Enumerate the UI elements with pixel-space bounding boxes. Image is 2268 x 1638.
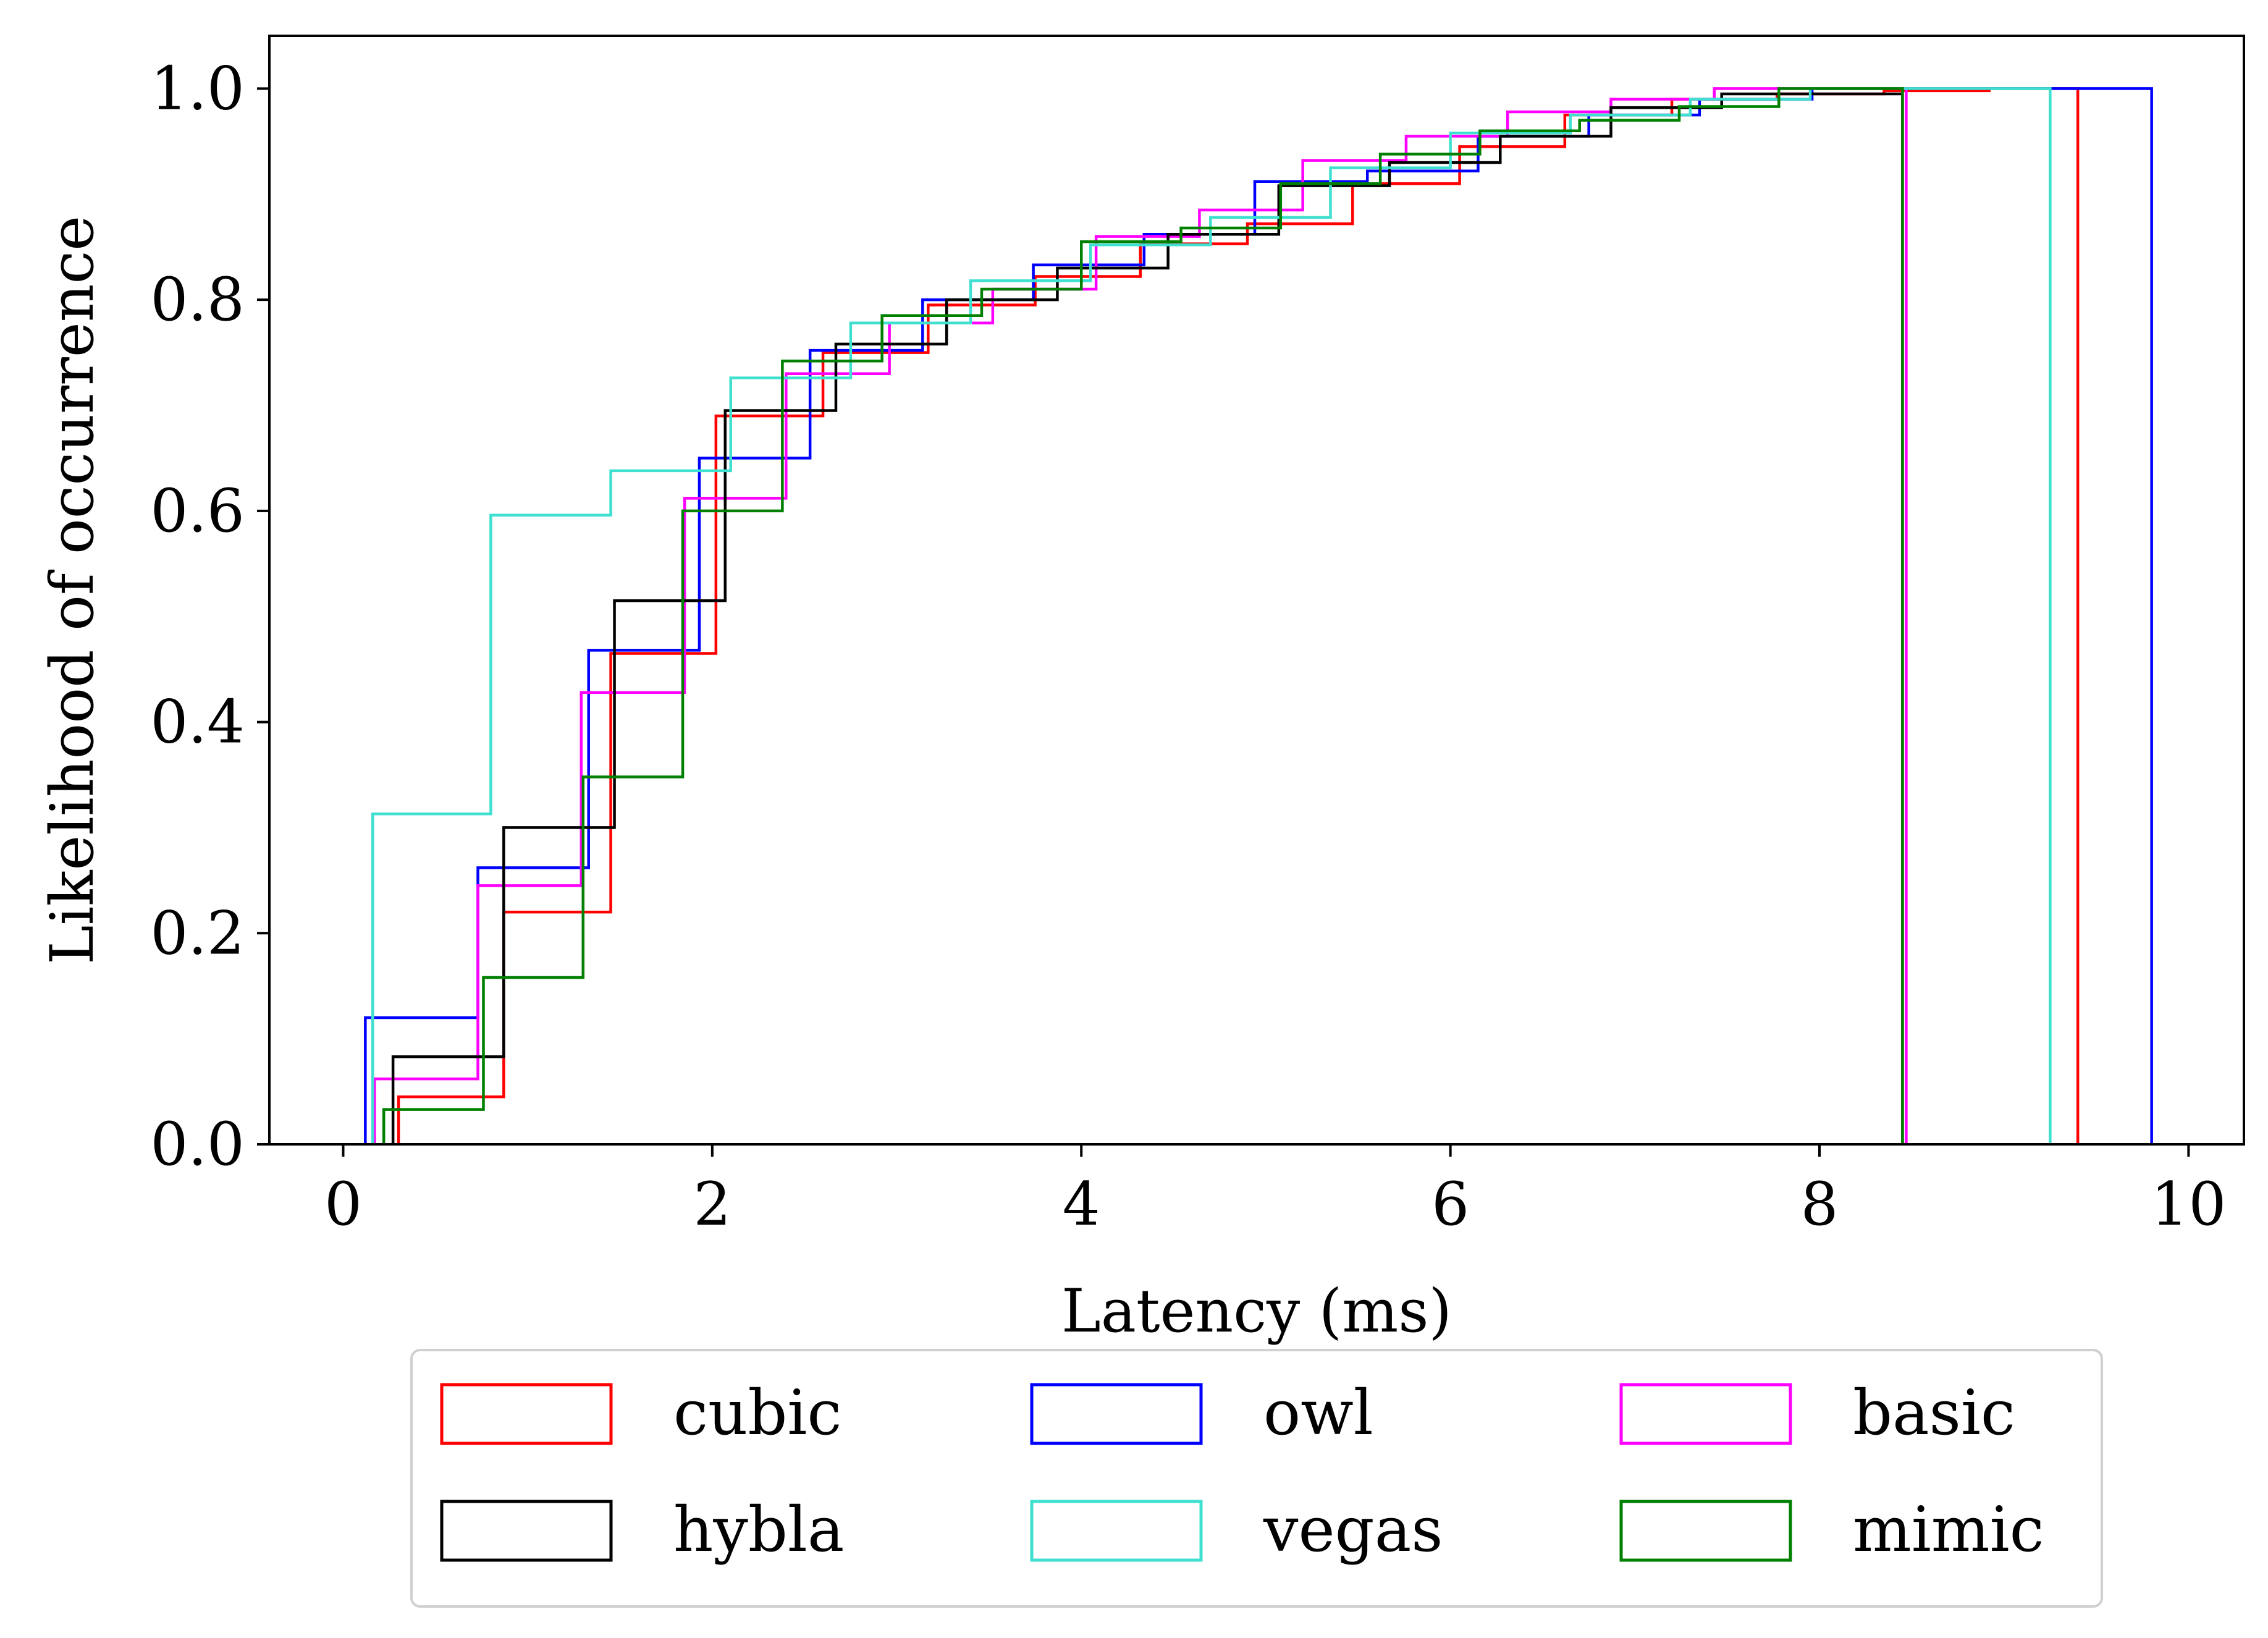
x-tick-label: 4 — [1063, 1170, 1100, 1239]
legend-swatch-hybla — [440, 1500, 613, 1562]
x-tick-label: 2 — [693, 1170, 731, 1239]
series-mimic-step-line — [382, 87, 1904, 1144]
legend-items: cubic owl basic hybla vegas mimic — [440, 1377, 2044, 1566]
y-tick-label: 0.8 — [150, 265, 245, 334]
legend-swatch-vegas — [1030, 1500, 1203, 1562]
legend-swatch-mimic — [1619, 1500, 1792, 1562]
legend-label-cubic: cubic — [673, 1377, 841, 1449]
series-owl-step-line — [364, 87, 2153, 1144]
series-hybla-step-line — [391, 92, 1904, 1144]
legend-swatch-basic — [1619, 1383, 1792, 1445]
plot-frame — [268, 35, 2245, 1146]
y-tick-label: 0.2 — [150, 898, 245, 968]
x-tick-label: 8 — [1800, 1170, 1838, 1239]
legend-label-mimic: mimic — [1853, 1493, 2044, 1566]
legend-entry-hybla: hybla — [440, 1493, 845, 1566]
legend-label-vegas: vegas — [1263, 1493, 1443, 1566]
x-tick-label: 10 — [2151, 1170, 2226, 1239]
legend-entry-mimic: mimic — [1619, 1493, 2044, 1566]
y-axis-label: Likelihood of occurrence — [38, 216, 107, 965]
x-tick-label: 0 — [324, 1170, 362, 1239]
legend: cubic owl basic hybla vegas mimic — [410, 1349, 2103, 1608]
series-layer — [364, 87, 2153, 1144]
y-tick-label: 0.4 — [150, 688, 245, 757]
x-tick-label: 6 — [1431, 1170, 1469, 1239]
legend-swatch-cubic — [440, 1383, 613, 1445]
y-tick-label: 1.0 — [150, 54, 245, 123]
y-tick-label: 0.0 — [150, 1110, 245, 1179]
y-tick-label: 0.6 — [150, 476, 245, 546]
legend-label-basic: basic — [1853, 1377, 2015, 1449]
legend-label-hybla: hybla — [673, 1493, 845, 1566]
legend-entry-basic: basic — [1619, 1377, 2015, 1449]
legend-label-owl: owl — [1263, 1377, 1373, 1449]
legend-entry-cubic: cubic — [440, 1377, 841, 1449]
y-axis-ticks: 0.0 0.2 0.4 0.6 0.8 1.0 — [150, 54, 269, 1179]
legend-entry-owl: owl — [1030, 1377, 1373, 1449]
x-axis-ticks: 0 2 4 6 8 10 — [324, 1144, 2226, 1239]
legend-entry-vegas: vegas — [1030, 1493, 1443, 1566]
legend-swatch-owl — [1030, 1383, 1203, 1445]
legend-box — [410, 1349, 2103, 1608]
x-axis-label: Latency (ms) — [1061, 1277, 1452, 1346]
